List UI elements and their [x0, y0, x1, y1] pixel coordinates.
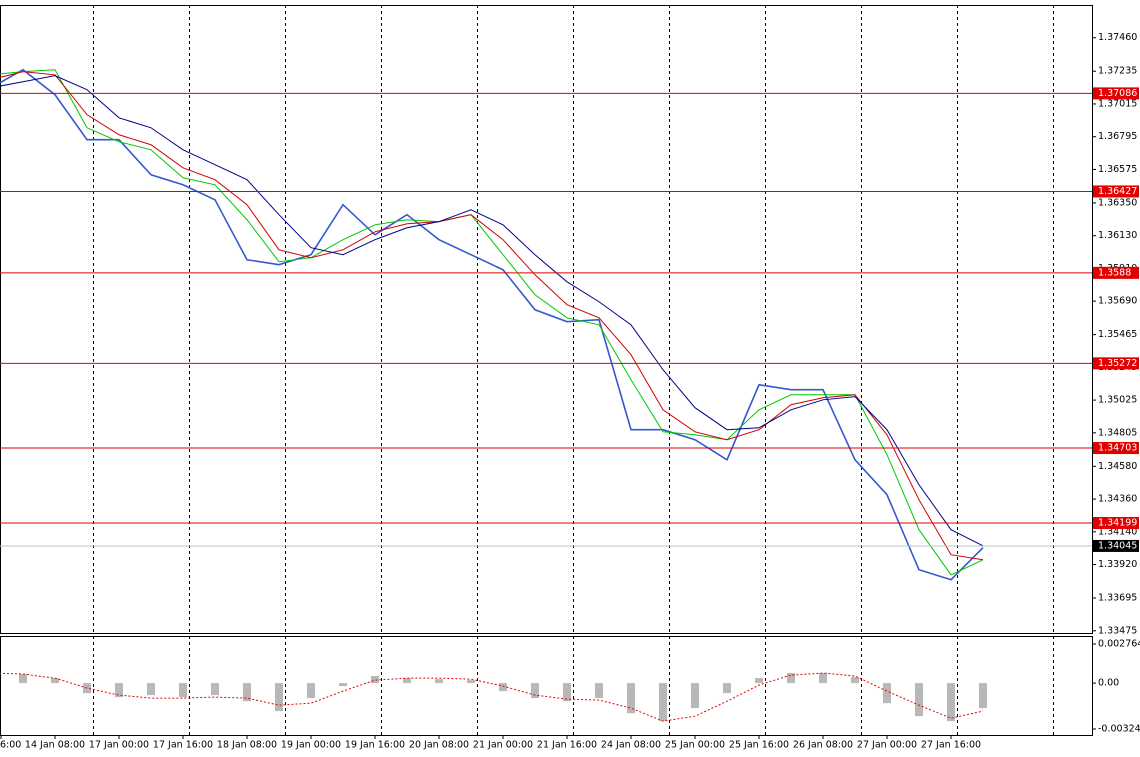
histogram-bar [339, 683, 347, 687]
level-label-box [1093, 517, 1139, 530]
panel-frame [0, 636, 1093, 736]
histogram-bar [403, 678, 411, 684]
level-label-box [1093, 87, 1139, 100]
x-tick-label: 27 Jan 00:00 [857, 740, 917, 751]
y-tick-label: 1.35690 [1098, 296, 1137, 307]
level-label-box [1093, 266, 1139, 279]
histogram-bar [755, 678, 763, 684]
level-label: 1.3588 [1098, 267, 1131, 278]
x-tick-label: 25 Jan 16:00 [729, 740, 789, 751]
y-tick-label: 0.002764 [1098, 639, 1140, 650]
plot-layer: 6:00 14 Jan 08:00 17 Jan 00:00 17 Jan 16:00… [0, 5, 1140, 751]
x-tick-label: 25 Jan 00:00 [665, 740, 725, 751]
histogram-bar [19, 674, 27, 684]
level-label: 1.34703 [1098, 443, 1137, 454]
y-tick-label: 1.37460 [1098, 32, 1137, 43]
x-tick-label: 19 Jan 00:00 [281, 740, 341, 751]
y-tick-label: 1.34805 [1098, 427, 1137, 438]
x-tick-label: 18 Jan 08:00 [217, 740, 277, 751]
histogram-bar [851, 677, 859, 684]
y-tick-label: 0.00 [1098, 678, 1119, 689]
x-tick-label: 20 Jan 08:00 [409, 740, 469, 751]
last-price-box [1093, 539, 1139, 552]
price-line [0, 68, 984, 581]
histogram-bar [979, 683, 987, 709]
y-tick-label: 1.33475 [1098, 625, 1137, 636]
level-label-box [1093, 442, 1139, 455]
histogram-bar [915, 683, 923, 717]
histogram-bar [115, 683, 123, 698]
level-label: 1.34199 [1098, 518, 1137, 529]
histogram-bar [691, 683, 699, 709]
y-tick-label: 1.34140 [1098, 526, 1137, 537]
histogram-bar [211, 683, 219, 696]
y-tick-label: 1.36575 [1098, 164, 1137, 175]
y-tick-label: 1.37015 [1098, 98, 1137, 109]
y-tick-label: 1.35025 [1098, 395, 1137, 406]
level-label: 1.36427 [1098, 186, 1137, 197]
x-tick-label: 6:00 [0, 740, 21, 751]
histogram-bar [787, 673, 795, 684]
panel-frame [0, 5, 1093, 634]
x-tick-label: 21 Jan 00:00 [473, 740, 533, 751]
price-line [0, 75, 984, 547]
level-label: 1.35272 [1098, 358, 1137, 369]
x-tick-label: 14 Jan 08:00 [25, 740, 85, 751]
y-tick-label: 1.36350 [1098, 197, 1137, 208]
histogram-bar [179, 683, 187, 698]
y-tick-label: -0.003246 [1098, 724, 1140, 735]
histogram-bar [531, 683, 539, 699]
price-line [0, 71, 984, 561]
histogram-bar [883, 683, 891, 704]
x-tick-label: 24 Jan 08:00 [601, 740, 661, 751]
y-tick-label: 1.36130 [1098, 230, 1137, 241]
y-tick-label: 1.36795 [1098, 131, 1137, 142]
y-tick-label: 1.33920 [1098, 559, 1137, 570]
histogram-bar [243, 683, 251, 702]
histogram-bar [819, 673, 827, 684]
histogram-bar [275, 683, 283, 712]
histogram-bar [371, 676, 379, 684]
y-tick-label: 1.33695 [1098, 593, 1137, 604]
x-tick-label: 27 Jan 16:00 [921, 740, 981, 751]
level-label-box [1093, 185, 1139, 198]
histogram-bar [659, 683, 667, 722]
y-tick-label: 1.34580 [1098, 461, 1137, 472]
histogram-bar [947, 683, 955, 722]
x-tick-label: 26 Jan 08:00 [793, 740, 853, 751]
y-tick-label: 1.37235 [1098, 66, 1137, 77]
x-tick-label: 21 Jan 16:00 [537, 740, 597, 751]
x-tick-label: 19 Jan 16:00 [345, 740, 405, 751]
price-line [0, 69, 984, 576]
histogram-bar [595, 683, 603, 699]
histogram-bar [51, 678, 59, 684]
histogram-bar [627, 683, 635, 714]
histogram-bar [499, 683, 507, 692]
x-tick-label: 17 Jan 00:00 [89, 740, 149, 751]
histogram-bar [563, 683, 571, 702]
histogram-bar [723, 683, 731, 694]
histogram-bar [147, 683, 155, 696]
histogram-bar [467, 680, 475, 684]
histogram-bar [435, 679, 443, 684]
last-price-label: 1.34045 [1098, 540, 1137, 551]
histogram-bar [307, 683, 315, 699]
y-tick-label: 1.34360 [1098, 494, 1137, 505]
level-label-box [1093, 357, 1139, 370]
x-tick-label: 17 Jan 16:00 [153, 740, 213, 751]
level-label: 1.37086 [1098, 88, 1137, 99]
y-tick-label: 1.35465 [1098, 329, 1137, 340]
signal-line [0, 672, 984, 722]
